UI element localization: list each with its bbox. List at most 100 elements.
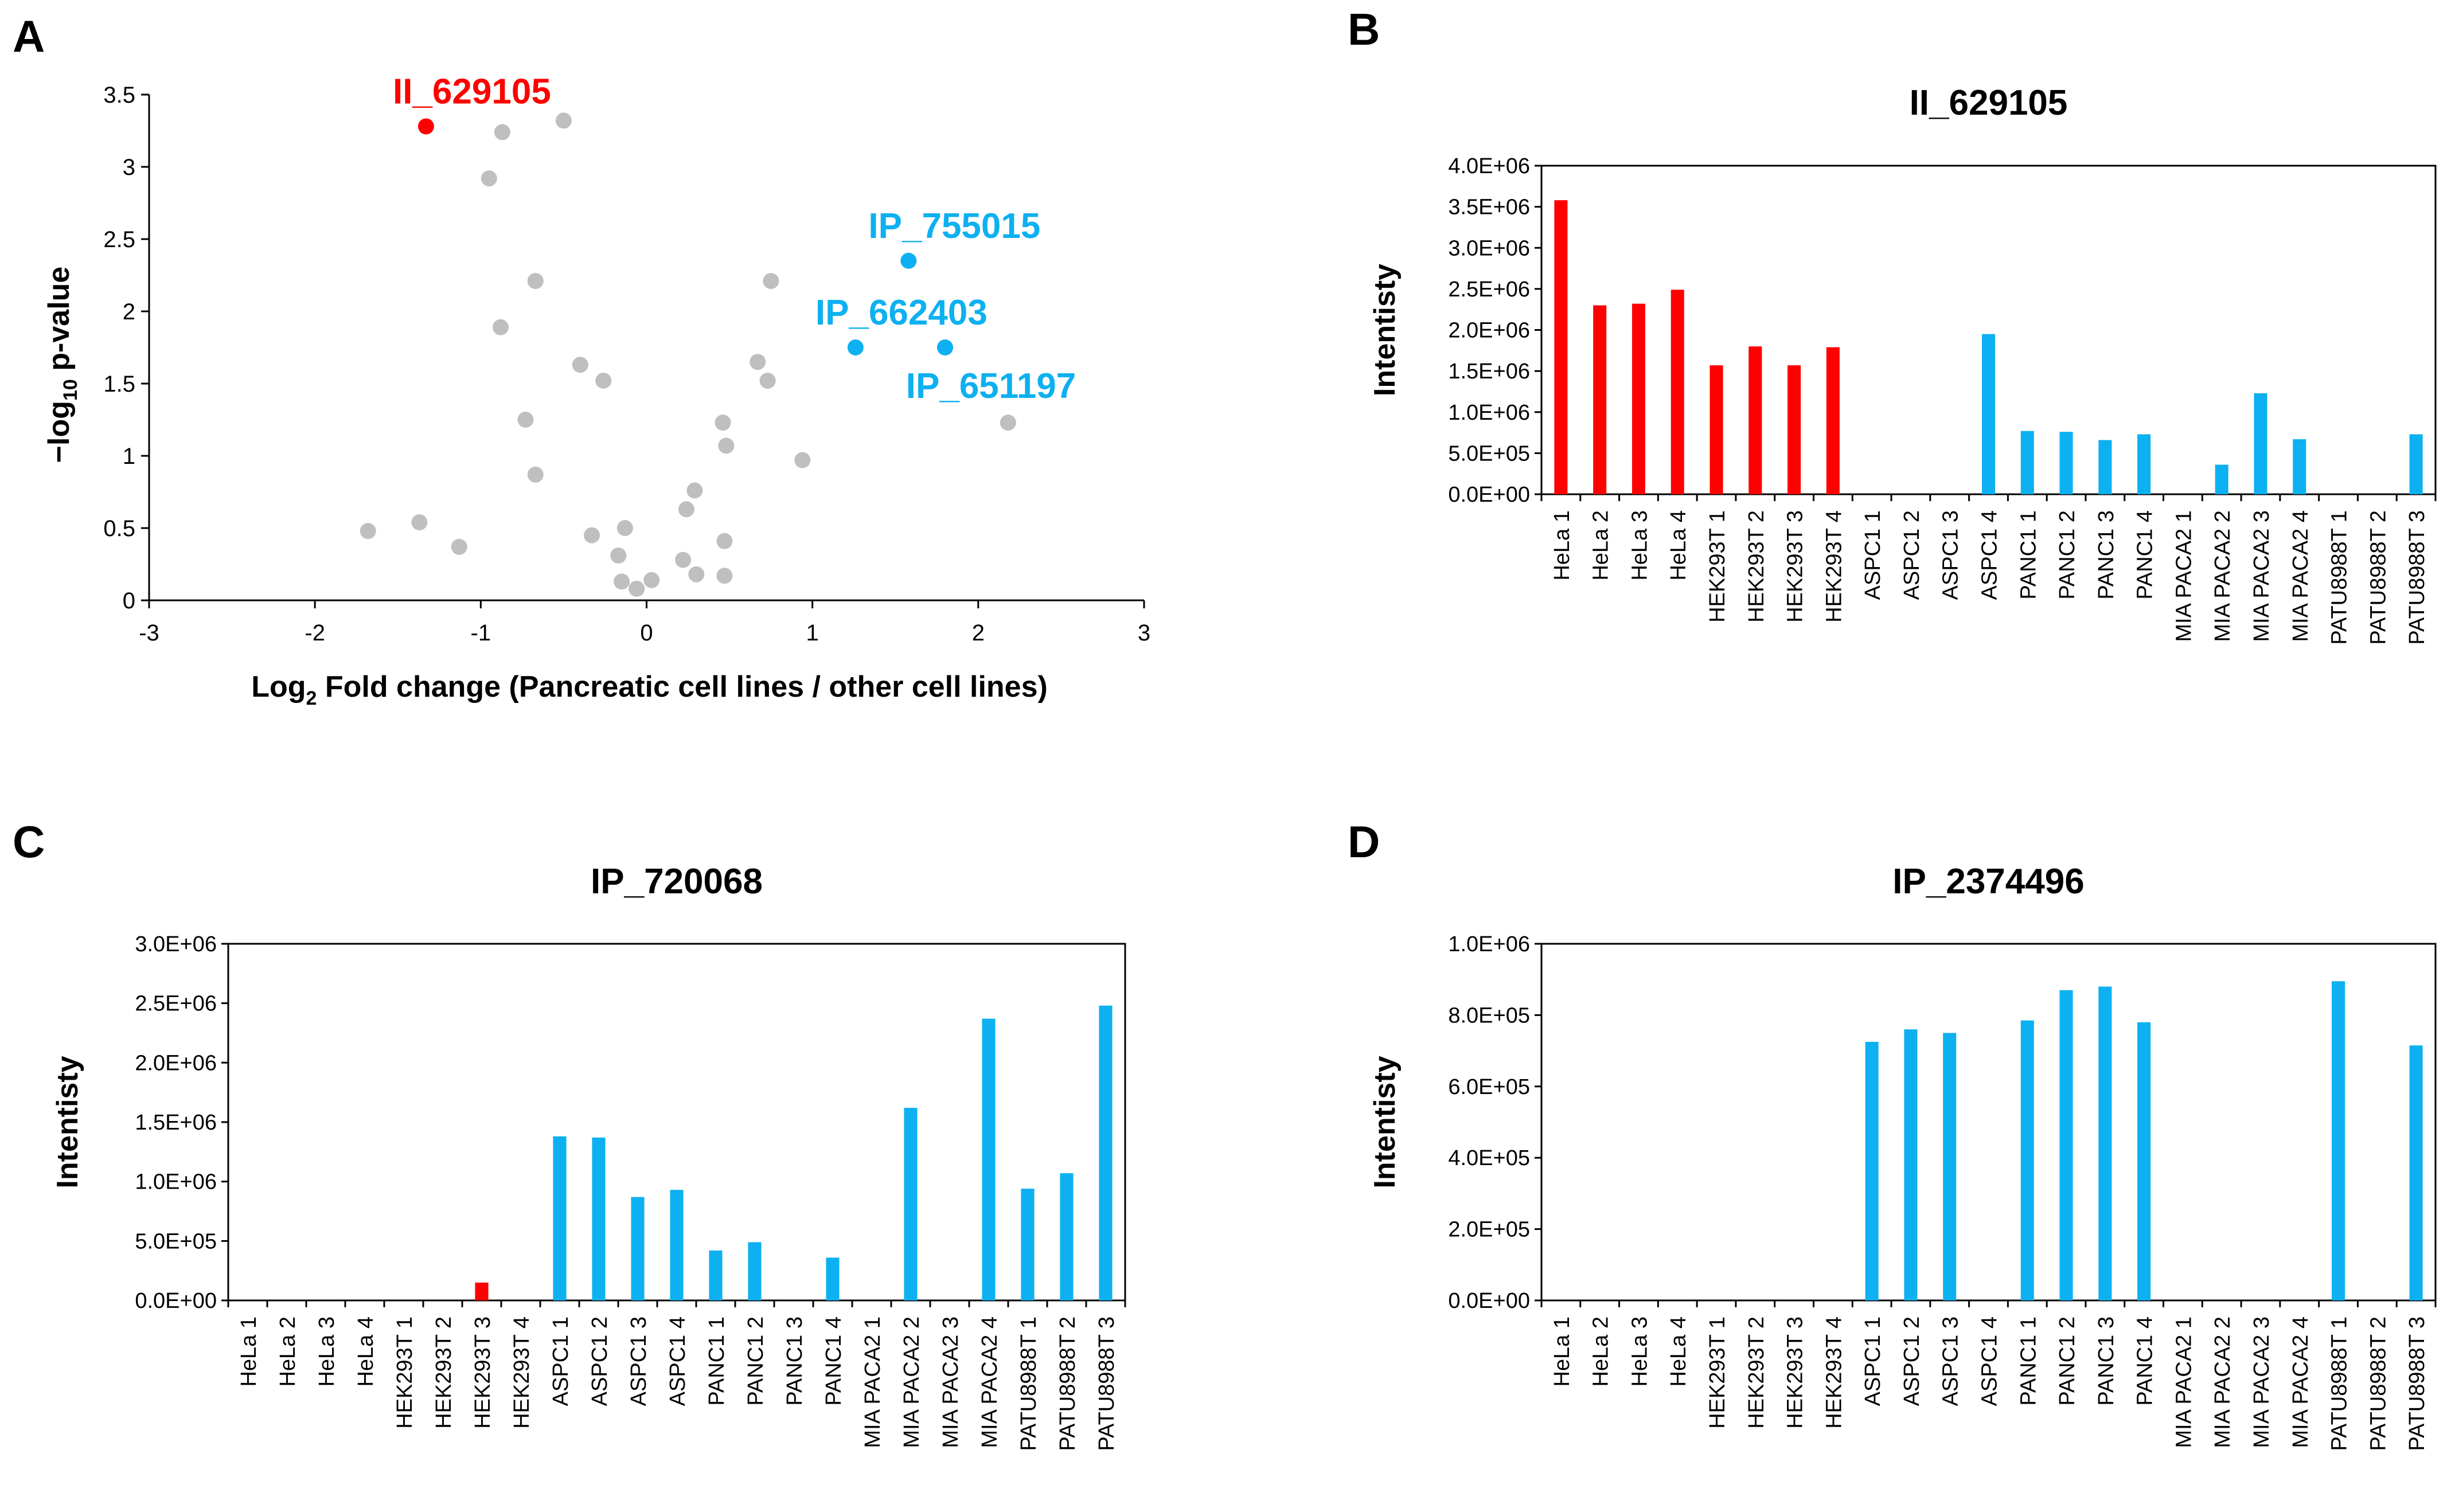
highlight-point [847, 339, 864, 355]
x-tick-label: PATU8988T 2 [1056, 1316, 1080, 1451]
x-tick-label: MIA PACA2 1 [2172, 510, 2196, 642]
bar [2332, 981, 2345, 1300]
chart-title: IP_2374496 [1892, 862, 2084, 901]
x-tick-label: HEK293T 4 [1822, 510, 1846, 623]
scatter-point [643, 572, 660, 588]
bar [1060, 1173, 1074, 1300]
bar [1904, 1029, 1918, 1300]
scatter-point [493, 319, 509, 335]
y-tick-label: 5.0E+05 [135, 1229, 217, 1253]
bar-chart-ii-629105: II_629105 0.0E+00 5.0E+05 1.0E+06 1.5E+06 2.0… [1368, 83, 2437, 644]
x-tick-label: PANC1 3 [2094, 1316, 2118, 1406]
scatter-point [794, 452, 811, 468]
y-tick-label: 3.0E+06 [135, 932, 217, 956]
scatter-point [715, 415, 731, 431]
scatter-point [527, 273, 544, 290]
x-tick-label: HEK293T 1 [1705, 510, 1730, 623]
bar [904, 1108, 918, 1300]
scatter-point [451, 538, 467, 555]
x-tick-label: PANC1 4 [2133, 510, 2157, 600]
x-tick-label: HEK293T 4 [510, 1316, 534, 1429]
x-tick-label: PATU8988T 2 [2366, 510, 2390, 644]
y-tick-label: 2 [123, 299, 135, 325]
x-tick-label: ASPC1 4 [666, 1316, 690, 1406]
y-tick-label: 1.5E+06 [135, 1111, 217, 1135]
x-tick-label: HeLa 2 [1589, 510, 1613, 581]
x-tick-label: ASPC1 2 [1900, 1316, 1924, 1406]
y-tick-label: 1.5 [103, 372, 135, 397]
x-tick-label: HeLa 3 [315, 1316, 339, 1387]
y-tick-label: 1.5E+06 [1448, 360, 1530, 384]
bar [2409, 434, 2423, 494]
x-tick-label: HEK293T 1 [393, 1316, 417, 1429]
x-tick-label: ASPC1 3 [627, 1316, 651, 1406]
bar [1554, 200, 1568, 494]
y-axis-label: −log10 p-value [42, 267, 81, 463]
x-tick-label: PANC1 1 [2016, 510, 2040, 600]
scatter-point [411, 514, 428, 530]
highlight-point [417, 118, 434, 135]
scatter-point [750, 354, 766, 370]
scatter-point [517, 412, 534, 428]
scatter-point [763, 273, 779, 290]
scatter-point [716, 568, 733, 584]
x-tick-label: HeLa 4 [1666, 510, 1691, 581]
x-tick-label: HeLa 3 [1627, 510, 1652, 581]
y-tick-label: 0.0E+00 [1448, 483, 1530, 507]
x-tick-label: ASPC1 4 [1978, 1316, 2002, 1406]
highlight-point [900, 252, 917, 269]
bar [2059, 432, 2073, 494]
x-axis-label-part: Log [251, 670, 306, 704]
bar-chart-ip-720068: IP_720068 0.0E+00 5.0E+05 1.0E+06 1.5E+06 2.0… [51, 862, 1126, 1451]
y-axis-label-part: p-value [42, 267, 76, 380]
x-tick-label: MIA PACA2 2 [2211, 1316, 2235, 1448]
bar [475, 1282, 489, 1300]
x-tick-label: MIA PACA2 4 [978, 1316, 1002, 1448]
scatter-point [1000, 415, 1016, 431]
highlight-label: IP_755015 [868, 206, 1040, 246]
y-tick-label: 0.5 [103, 516, 135, 541]
bar [1632, 303, 1645, 494]
x-tick-label: PANC1 1 [705, 1316, 729, 1406]
highlight-point [937, 339, 953, 355]
panel-letter-d: D [1348, 816, 1380, 867]
x-tick-label: HEK293T 4 [1822, 1316, 1846, 1429]
bar [2215, 464, 2228, 494]
x-tick-label: ASPC1 3 [1939, 510, 1963, 600]
y-tick-label: 1.0E+06 [135, 1170, 217, 1194]
x-tick-label: MIA PACA2 4 [2289, 1316, 2313, 1448]
scatter-point [481, 170, 497, 187]
x-tick-label: -3 [139, 620, 159, 646]
chart-title: II_629105 [1910, 83, 2068, 123]
panel-letter-c: C [13, 816, 45, 867]
bar [2137, 434, 2151, 494]
x-tick-label: HeLa 1 [1550, 1316, 1574, 1387]
x-tick-label: PATU8988T 1 [2328, 1316, 2352, 1451]
bar [592, 1137, 606, 1300]
bar [1826, 347, 1840, 494]
x-tick-label: HEK293T 2 [1744, 1316, 1769, 1429]
scatter-point [616, 520, 633, 536]
chart-title: IP_720068 [591, 862, 763, 901]
x-tick-label: HEK293T 2 [432, 1316, 456, 1429]
scatter-point [614, 573, 630, 590]
y-tick-label: 2.5E+06 [135, 992, 217, 1016]
bar-chart-ip-2374496: IP_2374496 0.0E+00 2.0E+05 4.0E+05 6.0E+05 8.… [1368, 862, 2437, 1451]
x-tick-label: PATU8988T 3 [1095, 1316, 1119, 1451]
scatter-point [629, 580, 645, 597]
scatter-point [718, 437, 735, 454]
x-tick-label: PANC1 3 [783, 1316, 807, 1406]
x-tick-label: ASPC1 1 [1861, 510, 1885, 600]
y-tick-label: 3.5E+06 [1448, 196, 1530, 220]
y-tick-label: 0.0E+00 [135, 1289, 217, 1313]
panel-letter-a: A [13, 11, 45, 61]
x-tick-label: PANC1 2 [744, 1316, 768, 1406]
x-tick-label: 3 [1138, 620, 1150, 646]
scatter-point [360, 523, 376, 540]
x-tick-label: PATU8988T 2 [2366, 1316, 2390, 1451]
bar [1021, 1189, 1035, 1300]
bar [1671, 290, 1684, 494]
y-tick-label: 5.0E+05 [1448, 442, 1530, 466]
y-tick-label: 8.0E+05 [1448, 1003, 1530, 1027]
scatter-point [686, 482, 703, 499]
